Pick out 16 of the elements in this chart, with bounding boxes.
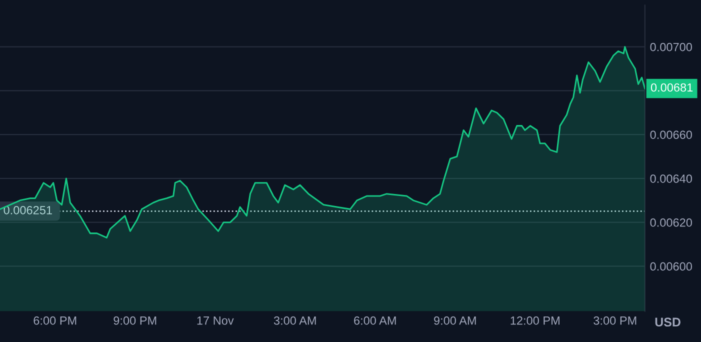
y-tick-label: 0.00700 bbox=[650, 42, 692, 52]
x-tick-label: 17 Nov bbox=[197, 316, 234, 325]
y-tick-label: 0.00620 bbox=[650, 218, 692, 227]
y-tick-label: 0.00660 bbox=[650, 130, 692, 139]
x-tick-label: 9:00 AM bbox=[434, 316, 476, 325]
y-tick-label: 0.00640 bbox=[650, 174, 692, 183]
annotation: 0.00681 bbox=[650, 83, 693, 92]
x-tick-label: 6:00 PM bbox=[34, 316, 76, 325]
y-tick-label: 0.00600 bbox=[650, 262, 692, 271]
x-tick-label: 12:00 PM bbox=[510, 316, 560, 325]
ref-line-label: 0.006251 bbox=[4, 206, 52, 214]
x-tick-label: 3:00 AM bbox=[274, 316, 316, 325]
x-tick-label: 3:00 PM bbox=[594, 316, 636, 325]
x-tick-label: 9:00 PM bbox=[114, 316, 156, 325]
x-tick-label: 6:00 AM bbox=[354, 316, 396, 325]
y-axis-title: USD bbox=[655, 318, 680, 327]
